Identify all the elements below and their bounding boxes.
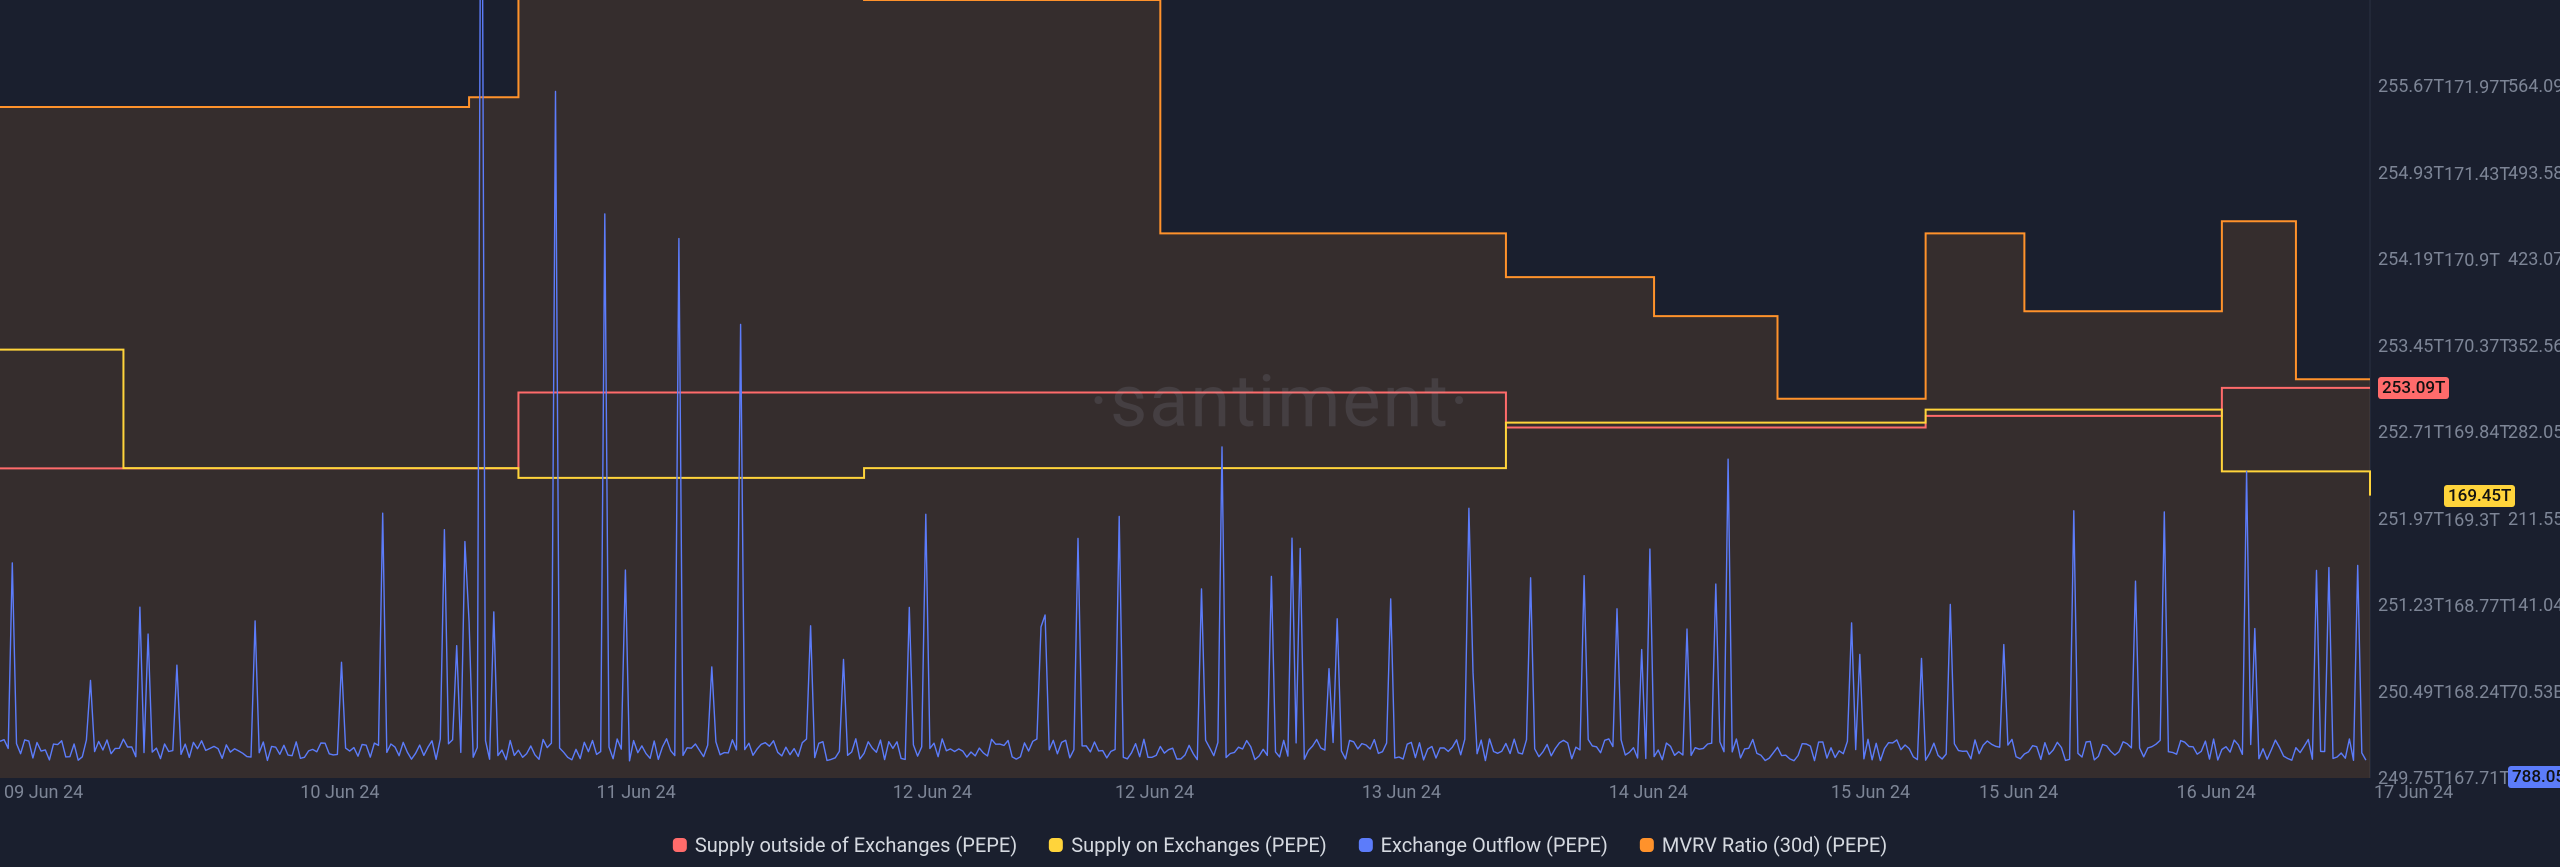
yaxis-tick-blue: 211.55B xyxy=(2508,509,2560,530)
yaxis-tick-yellow: 168.77T xyxy=(2444,596,2510,617)
yaxis-tick-red: 254.19T xyxy=(2378,249,2444,270)
xaxis-tick: 16 Jun 24 xyxy=(2177,782,2256,803)
yaxis-tick-blue: 564.09B xyxy=(2508,76,2560,97)
yaxis-tick-red: 250.49T xyxy=(2378,682,2444,703)
chart-container: ·santiment· Supply outside of Exchanges … xyxy=(0,0,2560,867)
yaxis-tick-red: 255.67T xyxy=(2378,76,2444,97)
xaxis-tick: 11 Jun 24 xyxy=(597,782,676,803)
xaxis-tick: 10 Jun 24 xyxy=(300,782,379,803)
yaxis-tick-yellow: 170.9T xyxy=(2444,250,2500,271)
legend-swatch xyxy=(1049,838,1063,852)
legend-swatch xyxy=(1359,838,1373,852)
xaxis-tick: 17 Jun 24 xyxy=(2374,782,2453,803)
yaxis-tick-yellow: 171.97T xyxy=(2444,77,2510,98)
legend-label: MVRV Ratio (30d) (PEPE) xyxy=(1662,833,1887,857)
xaxis-tick: 12 Jun 24 xyxy=(1115,782,1194,803)
legend-swatch xyxy=(1640,838,1654,852)
yaxis-current-badge-red: 253.09T xyxy=(2378,377,2449,399)
xaxis-tick: 09 Jun 24 xyxy=(4,782,83,803)
yaxis-tick-blue: 423.07B xyxy=(2508,249,2560,270)
legend-item[interactable]: Supply on Exchanges (PEPE) xyxy=(1049,833,1326,857)
yaxis-tick-red: 251.23T xyxy=(2378,595,2444,616)
yaxis-tick-blue: 352.56B xyxy=(2508,336,2560,357)
yaxis-tick-yellow: 169.3T xyxy=(2444,510,2500,531)
chart-plot[interactable] xyxy=(0,0,2560,867)
yaxis-tick-blue: 282.05B xyxy=(2508,422,2560,443)
yaxis-tick-blue: 141.04B xyxy=(2508,595,2560,616)
yaxis-tick-blue: 70.53B xyxy=(2508,682,2560,703)
xaxis-tick: 15 Jun 24 xyxy=(1979,782,2058,803)
yaxis-tick-yellow: 171.43T xyxy=(2444,164,2510,185)
yaxis-tick-red: 253.45T xyxy=(2378,336,2444,357)
yaxis-tick-red: 252.71T xyxy=(2378,422,2444,443)
legend-item[interactable]: MVRV Ratio (30d) (PEPE) xyxy=(1640,833,1887,857)
legend: Supply outside of Exchanges (PEPE) Supply… xyxy=(673,833,1887,857)
legend-item[interactable]: Exchange Outflow (PEPE) xyxy=(1359,833,1608,857)
yaxis-current-badge-blue: 788.05M xyxy=(2508,766,2560,788)
legend-item[interactable]: Supply outside of Exchanges (PEPE) xyxy=(673,833,1017,857)
xaxis-tick: 12 Jun 24 xyxy=(893,782,972,803)
yaxis-tick-red: 251.97T xyxy=(2378,509,2444,530)
legend-swatch xyxy=(673,838,687,852)
yaxis-tick-yellow: 170.37T xyxy=(2444,336,2510,357)
xaxis-tick: 15 Jun 24 xyxy=(1831,782,1910,803)
xaxis-tick: 14 Jun 24 xyxy=(1609,782,1688,803)
yaxis-tick-yellow: 168.24T xyxy=(2444,682,2510,703)
yaxis-tick-yellow: 167.71T xyxy=(2444,768,2510,789)
yaxis-current-badge-yellow: 169.45T xyxy=(2444,485,2515,507)
legend-label: Exchange Outflow (PEPE) xyxy=(1381,833,1608,857)
yaxis-tick-red: 254.93T xyxy=(2378,163,2444,184)
legend-label: Supply on Exchanges (PEPE) xyxy=(1071,833,1326,857)
xaxis-tick: 13 Jun 24 xyxy=(1362,782,1441,803)
yaxis-tick-yellow: 169.84T xyxy=(2444,422,2510,443)
legend-label: Supply outside of Exchanges (PEPE) xyxy=(695,833,1017,857)
yaxis-tick-blue: 493.58B xyxy=(2508,163,2560,184)
